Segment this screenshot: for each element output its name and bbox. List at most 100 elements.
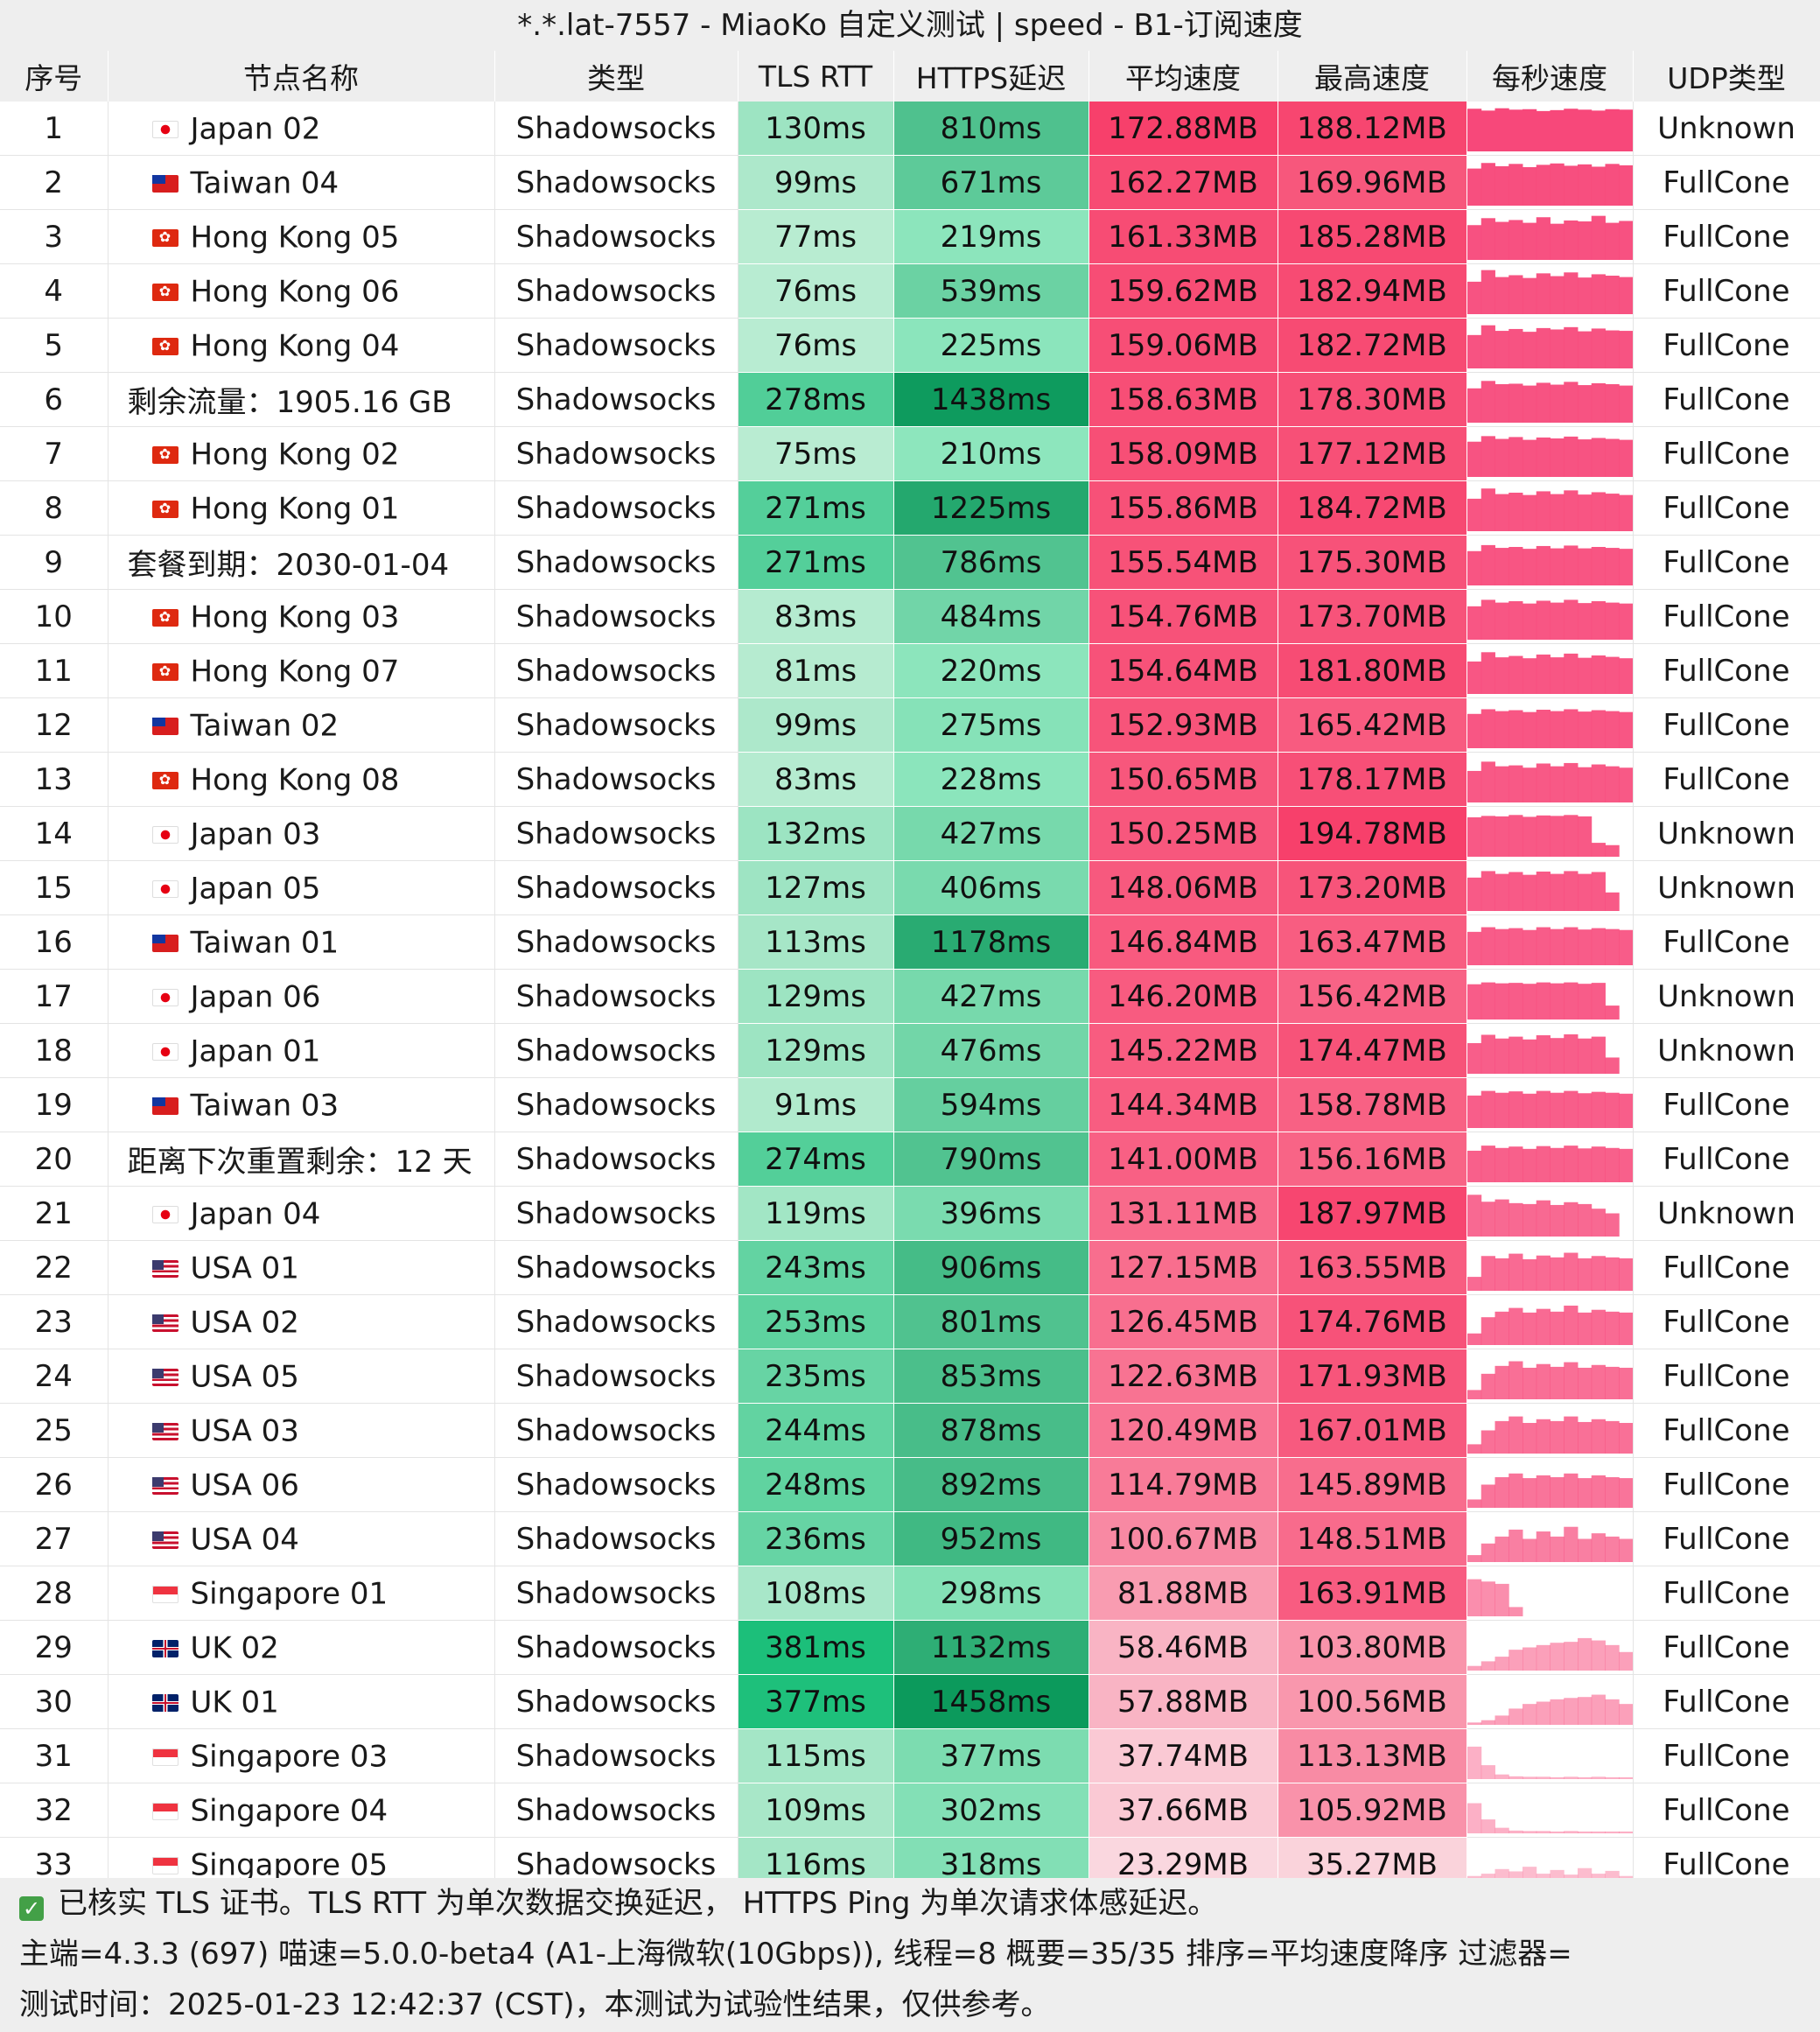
table-row[interactable]: 31 Singapore 03 Shadowsocks 115ms 377ms 37.74…	[0, 1728, 1820, 1783]
node-name-cell: Taiwan 01	[108, 914, 495, 970]
sparkline-bar	[1550, 657, 1564, 694]
table-row[interactable]: 24 USA 05 Shadowsocks 235ms 853ms 122.63MB 171…	[0, 1349, 1820, 1404]
sparkline-bar	[1508, 1253, 1522, 1291]
avg-speed-value: 146.84MB	[1088, 914, 1278, 970]
sparkline-bar	[1480, 1430, 1495, 1454]
sparkline-bar	[1480, 652, 1495, 694]
table-row[interactable]: 19 Taiwan 03 Shadowsocks 91ms 594ms 144.34MB 1…	[0, 1077, 1820, 1132]
table-row[interactable]: 11 Hong Kong 07 Shadowsocks81ms220ms154.64…	[0, 643, 1820, 698]
sparkline-bar	[1508, 1202, 1522, 1237]
per-second-speed-chart	[1466, 1511, 1634, 1566]
table-row[interactable]: 7 Hong Kong 02 Shadowsocks75ms210ms158.09M…	[0, 426, 1820, 481]
column-header-node-name[interactable]: 节点名称	[108, 51, 495, 102]
sparkline-bar	[1591, 1209, 1606, 1237]
per-second-sparkline	[1466, 1146, 1632, 1182]
table-row[interactable]: 8 Hong Kong 01 Shadowsocks271ms1225ms155.8…	[0, 480, 1820, 536]
table-row[interactable]: 14 Japan 03 Shadowsocks 132ms 427ms 150.25MB 1…	[0, 806, 1820, 861]
table-row[interactable]: 3 Hong Kong 05 Shadowsocks77ms219ms161.33M…	[0, 209, 1820, 264]
https-delay-value: 1225ms	[893, 480, 1088, 536]
table-row[interactable]: 12 Taiwan 02 Shadowsocks 99ms 275ms 152.93MB 1…	[0, 697, 1820, 753]
node-name: Japan 01	[190, 1034, 321, 1069]
per-second-sparkline	[1466, 381, 1632, 423]
sparkline-bar	[1508, 1146, 1522, 1182]
table-row[interactable]: 18 Japan 01 Shadowsocks 129ms 476ms 145.22MB 1…	[0, 1023, 1820, 1078]
sparkline-bar	[1577, 221, 1592, 260]
sparkline-bar	[1536, 1200, 1550, 1237]
sparkline-bar	[1550, 548, 1564, 585]
table-row[interactable]: 4 Hong Kong 06 Shadowsocks76ms539ms159.62M…	[0, 263, 1820, 319]
sparkline-bar	[1466, 388, 1481, 423]
avg-speed-value: 127.15MB	[1088, 1240, 1278, 1295]
sparkline-bar	[1577, 984, 1592, 1020]
sparkline-bar	[1508, 872, 1522, 911]
sparkline-bar	[1508, 1091, 1522, 1128]
table-row[interactable]: 2 Taiwan 04 Shadowsocks 99ms 671ms 162.27MB 16…	[0, 155, 1820, 210]
max-speed-value: 158.78MB	[1278, 1077, 1467, 1132]
table-row[interactable]: 29 UK 02 Shadowsocks 381ms 1132ms 58.46MB 103.…	[0, 1620, 1820, 1675]
table-row[interactable]: 13 Hong Kong 08 Shadowsocks83ms228ms150.65…	[0, 752, 1820, 807]
sparkline-bar	[1577, 929, 1592, 965]
sparkline-bar	[1494, 438, 1509, 477]
per-second-speed-chart	[1466, 318, 1634, 373]
table-row[interactable]: 6 剩余流量：1905.16 GB Shadowsocks 278ms 1438ms 15…	[0, 372, 1820, 427]
node-name-cell: Taiwan 04	[108, 155, 495, 210]
table-row[interactable]: 10 Hong Kong 03 Shadowsocks83ms484ms154.76…	[0, 589, 1820, 644]
node-name-cell: Taiwan 02	[108, 697, 495, 753]
table-row[interactable]: 26 USA 06 Shadowsocks 248ms 892ms 114.79MB 145…	[0, 1457, 1820, 1512]
tls-rtt-value: 83ms	[738, 752, 893, 807]
table-row[interactable]: 17 Japan 06 Shadowsocks 129ms 427ms 146.20MB 1…	[0, 969, 1820, 1024]
sparkline-bar	[1466, 770, 1481, 802]
https-delay-value: 219ms	[893, 209, 1088, 264]
table-row[interactable]: 9 套餐到期：2030-01-04 Shadowsocks 271ms 786ms 155…	[0, 535, 1820, 590]
sparkline-bar	[1563, 220, 1578, 260]
column-header-avg-speed[interactable]: 平均速度	[1088, 51, 1278, 102]
table-row[interactable]: 32 Singapore 04 Shadowsocks 109ms 302ms 37.66…	[0, 1783, 1820, 1838]
table-row[interactable]: 30 UK 01 Shadowsocks 377ms 1458ms 57.88MB 100.…	[0, 1674, 1820, 1729]
column-header-index[interactable]: 序号	[0, 51, 108, 102]
per-second-sparkline	[1466, 1579, 1522, 1616]
sparkline-bar	[1605, 602, 1620, 640]
sparkline-bar	[1494, 165, 1509, 206]
sparkline-bar	[1508, 1416, 1522, 1454]
sparkline-bar	[1536, 382, 1550, 423]
table-row[interactable]: 28 Singapore 01 Shadowsocks 108ms 298ms 81.88…	[0, 1566, 1820, 1621]
table-row[interactable]: 20 距离下次重置剩余：12 天 Shadowsocks 274ms 790ms 141.…	[0, 1132, 1820, 1187]
sparkline-bar	[1591, 872, 1606, 911]
sparkline-bar	[1577, 494, 1592, 531]
column-header-type[interactable]: 类型	[494, 51, 738, 102]
column-header-max-speed[interactable]: 最高速度	[1278, 51, 1467, 102]
column-header-https-delay[interactable]: HTTPS延迟	[893, 51, 1089, 102]
sparkline-bar	[1618, 277, 1632, 314]
udp-type-value: FullCone	[1633, 480, 1820, 536]
sparkline-bar	[1550, 602, 1564, 640]
table-row[interactable]: 25 USA 03 Shadowsocks 244ms 878ms 120.49MB 167…	[0, 1403, 1820, 1458]
column-header-per-second-speed[interactable]: 每秒速度	[1466, 51, 1634, 102]
node-name-cell: USA 04	[108, 1511, 495, 1566]
footer-line-test-time: 测试时间：2025-01-23 12:42:37 (CST)，本测试为试验性结果…	[19, 1987, 1051, 2022]
sparkline-bar	[1591, 166, 1606, 206]
sparkline-bar	[1494, 1715, 1509, 1725]
table-row[interactable]: 27 USA 04 Shadowsocks 236ms 952ms 100.67MB 148…	[0, 1511, 1820, 1566]
sparkline-bar	[1536, 1090, 1550, 1128]
https-delay-value: 1132ms	[893, 1620, 1088, 1675]
table-row[interactable]: 5 Hong Kong 04 Shadowsocks76ms225ms159.06M…	[0, 318, 1820, 373]
tls-rtt-value: 129ms	[738, 969, 893, 1024]
column-header-udp-type[interactable]: UDP类型	[1633, 51, 1820, 102]
per-second-speed-chart	[1466, 209, 1634, 264]
table-row[interactable]: 23 USA 02 Shadowsocks 253ms 801ms 126.45MB 174…	[0, 1294, 1820, 1349]
table-row[interactable]: 22 USA 01 Shadowsocks 243ms 906ms 127.15MB 163…	[0, 1240, 1820, 1295]
column-header-tls-rtt[interactable]: TLS RTT	[738, 51, 894, 102]
sparkline-bar	[1522, 1478, 1536, 1508]
node-type: Shadowsocks	[494, 1566, 738, 1621]
table-row[interactable]: 16 Taiwan 01 Shadowsocks 113ms 1178ms 146.84M…	[0, 914, 1820, 970]
table-row[interactable]: 15 Japan 05 Shadowsocks 127ms 406ms 148.06MB 1…	[0, 860, 1820, 915]
table-row[interactable]: 21 Japan 04 Shadowsocks 119ms 396ms 131.11MB 1…	[0, 1186, 1820, 1241]
sparkline-bar	[1591, 764, 1606, 802]
sparkline-bar	[1591, 1419, 1606, 1454]
per-second-speed-chart	[1466, 1403, 1634, 1458]
sparkline-bar	[1563, 599, 1578, 640]
table-row[interactable]: 1 Japan 02 Shadowsocks 130ms 810ms 172.88MB 18…	[0, 102, 1820, 156]
sparkline-bar	[1480, 1720, 1495, 1725]
node-name-cell: Singapore 03	[108, 1728, 495, 1783]
sparkline-bar	[1522, 1538, 1536, 1562]
